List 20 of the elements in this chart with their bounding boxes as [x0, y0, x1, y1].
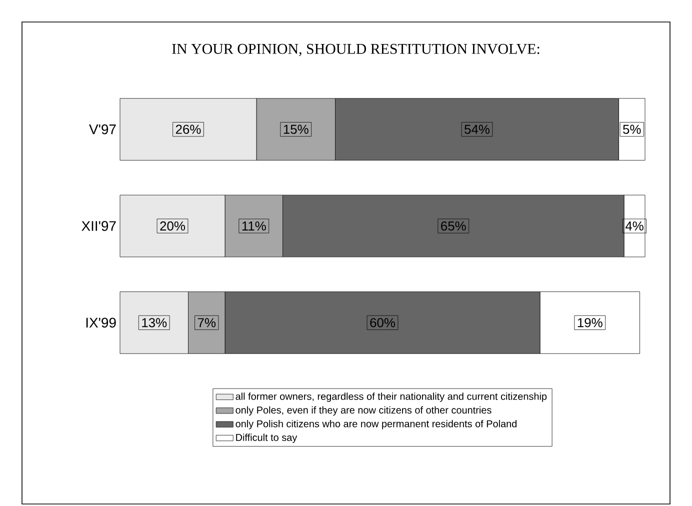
legend-label: only Poles, even if they are now citizens of other countries	[236, 406, 492, 416]
y-tick-label: V'97	[89, 124, 116, 134]
data-label: 4%	[625, 221, 644, 231]
y-tick-label: XII'97	[82, 221, 116, 231]
y-tick-label: IX'99	[86, 318, 116, 328]
data-label: 54%	[464, 124, 490, 134]
data-label: 11%	[242, 221, 266, 231]
data-label: 65%	[441, 221, 466, 231]
data-label: 26%	[176, 124, 201, 134]
data-label: 7%	[198, 318, 216, 328]
data-label: 60%	[370, 318, 396, 328]
data-label: 20%	[160, 221, 186, 231]
legend-label: Difficult to say	[236, 434, 298, 443]
data-label: 13%	[142, 318, 167, 328]
data-label: 15%	[284, 124, 308, 134]
legend-label: all former owners, regardless of their nationality and current citizenship	[236, 392, 547, 402]
legend-label: only Polish citizens who are now permanent residents of Poland	[236, 420, 517, 430]
data-label: 19%	[578, 318, 602, 328]
data-label: 5%	[623, 124, 641, 134]
chart-title: IN YOUR OPINION, SHOULD RESTITUTION INVOLVE:	[172, 44, 540, 56]
